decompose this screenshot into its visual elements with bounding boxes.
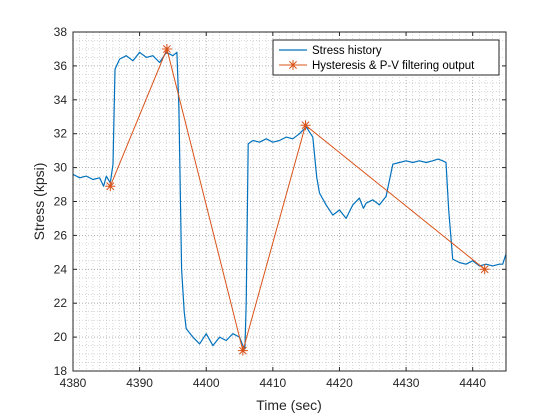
series-layer [72,43,507,356]
y-tick-label: 28 [54,195,68,209]
x-tick-labels: 4380 4390 4400 4410 4420 4430 4440 [60,376,487,390]
legend-box [272,39,500,76]
y-tick-label: 36 [54,59,68,73]
y-axis-label: Stress (kpsi) [31,163,47,241]
filter-point-marker [300,120,311,131]
x-tick-label: 4390 [126,376,153,390]
filter-point-marker [237,345,248,356]
y-tick-label: 20 [54,330,68,344]
y-tick-label: 18 [54,364,68,378]
filter-point-marker [105,181,116,192]
filter-point-marker [161,43,172,54]
filter-point-marker [479,264,490,275]
legend-label-stress-history: Stress history [312,45,382,57]
x-tick-label: 4430 [393,376,420,390]
x-axis-label: Time (sec) [256,397,322,413]
legend: Stress history Hysteresis & P-V filterin… [272,39,500,76]
y-tick-label: 22 [54,296,68,310]
y-tick-label: 32 [54,127,68,141]
tick-marks [72,31,506,372]
y-tick-label: 24 [54,262,68,276]
y-tick-label: 38 [54,25,68,39]
x-tick-label: 4420 [326,376,353,390]
series-line-stress-history [72,51,507,350]
y-tick-label: 34 [54,93,68,107]
x-tick-label: 4380 [60,376,87,390]
legend-label-filter-output: Hysteresis & P-V filtering output [312,60,475,72]
legend-star-marker [288,60,298,70]
y-tick-label: 26 [54,228,68,242]
x-tick-label: 4440 [459,376,486,390]
x-tick-label: 4410 [259,376,286,390]
y-tick-label: 30 [54,161,68,175]
x-tick-label: 4400 [193,376,220,390]
legend-star-icon [288,60,298,70]
y-tick-labels: 18 20 22 24 26 28 30 32 34 36 38 [54,25,68,378]
